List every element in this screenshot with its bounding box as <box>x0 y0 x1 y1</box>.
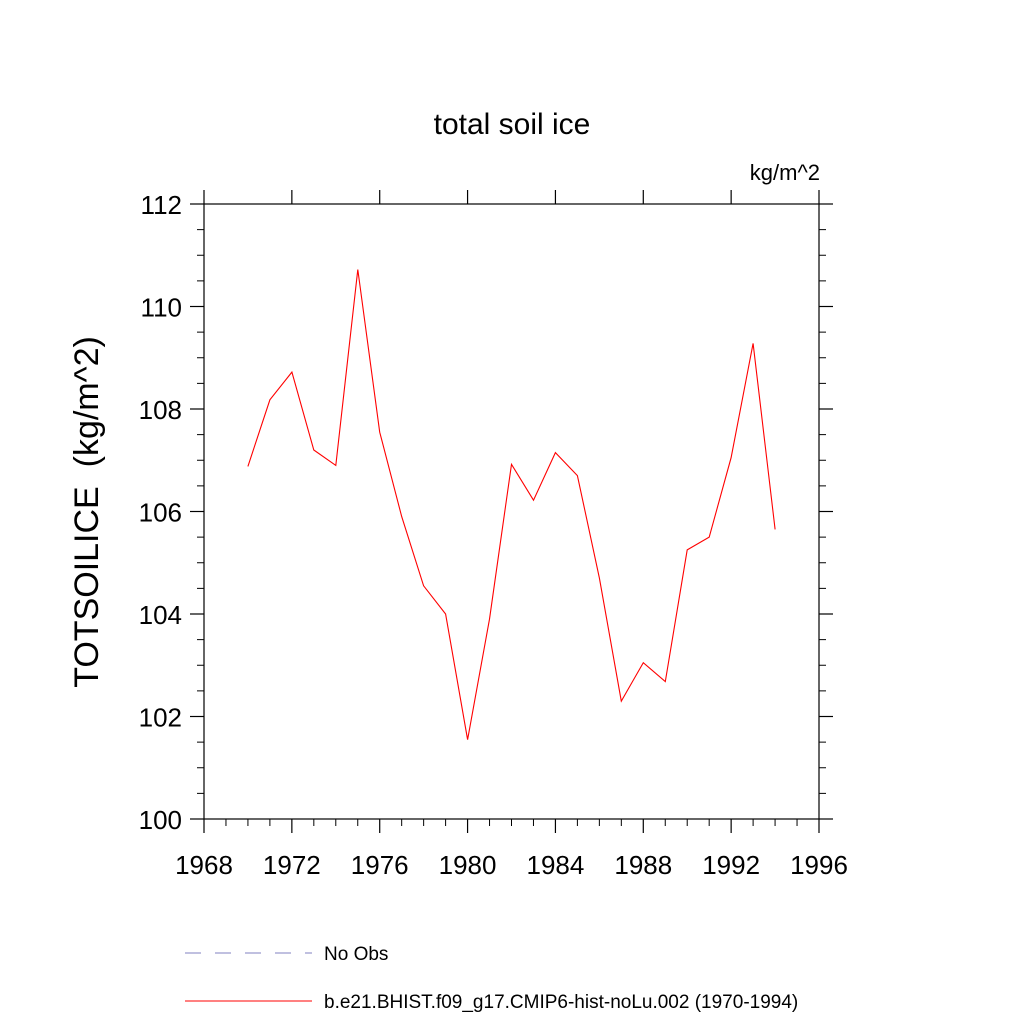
y-tick-label: 112 <box>141 190 182 220</box>
x-tick-label: 1972 <box>263 850 321 880</box>
legend-label-no-obs: No Obs <box>324 944 388 965</box>
chart-title: total soil ice <box>434 108 591 141</box>
x-tick-label: 1988 <box>614 850 672 880</box>
x-tick-label: 1976 <box>351 850 409 880</box>
units-label: kg/m^2 <box>750 160 820 185</box>
series-line <box>247 269 776 740</box>
y-axis-label: TOTSOILICE (kg/m^2) <box>68 336 106 688</box>
y-tick-label: 104 <box>139 600 182 630</box>
plot-frame <box>203 203 820 820</box>
x-tick-label: 1996 <box>790 850 848 880</box>
x-tick-label: 1984 <box>527 850 585 880</box>
legend-label-model-run: b.e21.BHIST.f09_g17.CMIP6-hist-noLu.002 … <box>324 992 798 1013</box>
y-tick-label: 100 <box>139 805 182 835</box>
y-tick-label: 108 <box>139 395 182 425</box>
x-tick-label: 1992 <box>702 850 760 880</box>
ticks-layer: 1968 1972 1976 1980 1984 1988 1992 1996 100 102 10… <box>139 190 848 880</box>
x-tick-label: 1968 <box>175 850 233 880</box>
y-tick-label: 102 <box>139 703 182 733</box>
y-tick-label: 110 <box>141 293 182 323</box>
series-layer <box>247 269 776 740</box>
x-tick-label: 1980 <box>439 850 497 880</box>
y-tick-label: 106 <box>139 498 182 528</box>
legend: No Obs b.e21.BHIST.f09_g17.CMIP6-hist-no… <box>185 944 798 1013</box>
